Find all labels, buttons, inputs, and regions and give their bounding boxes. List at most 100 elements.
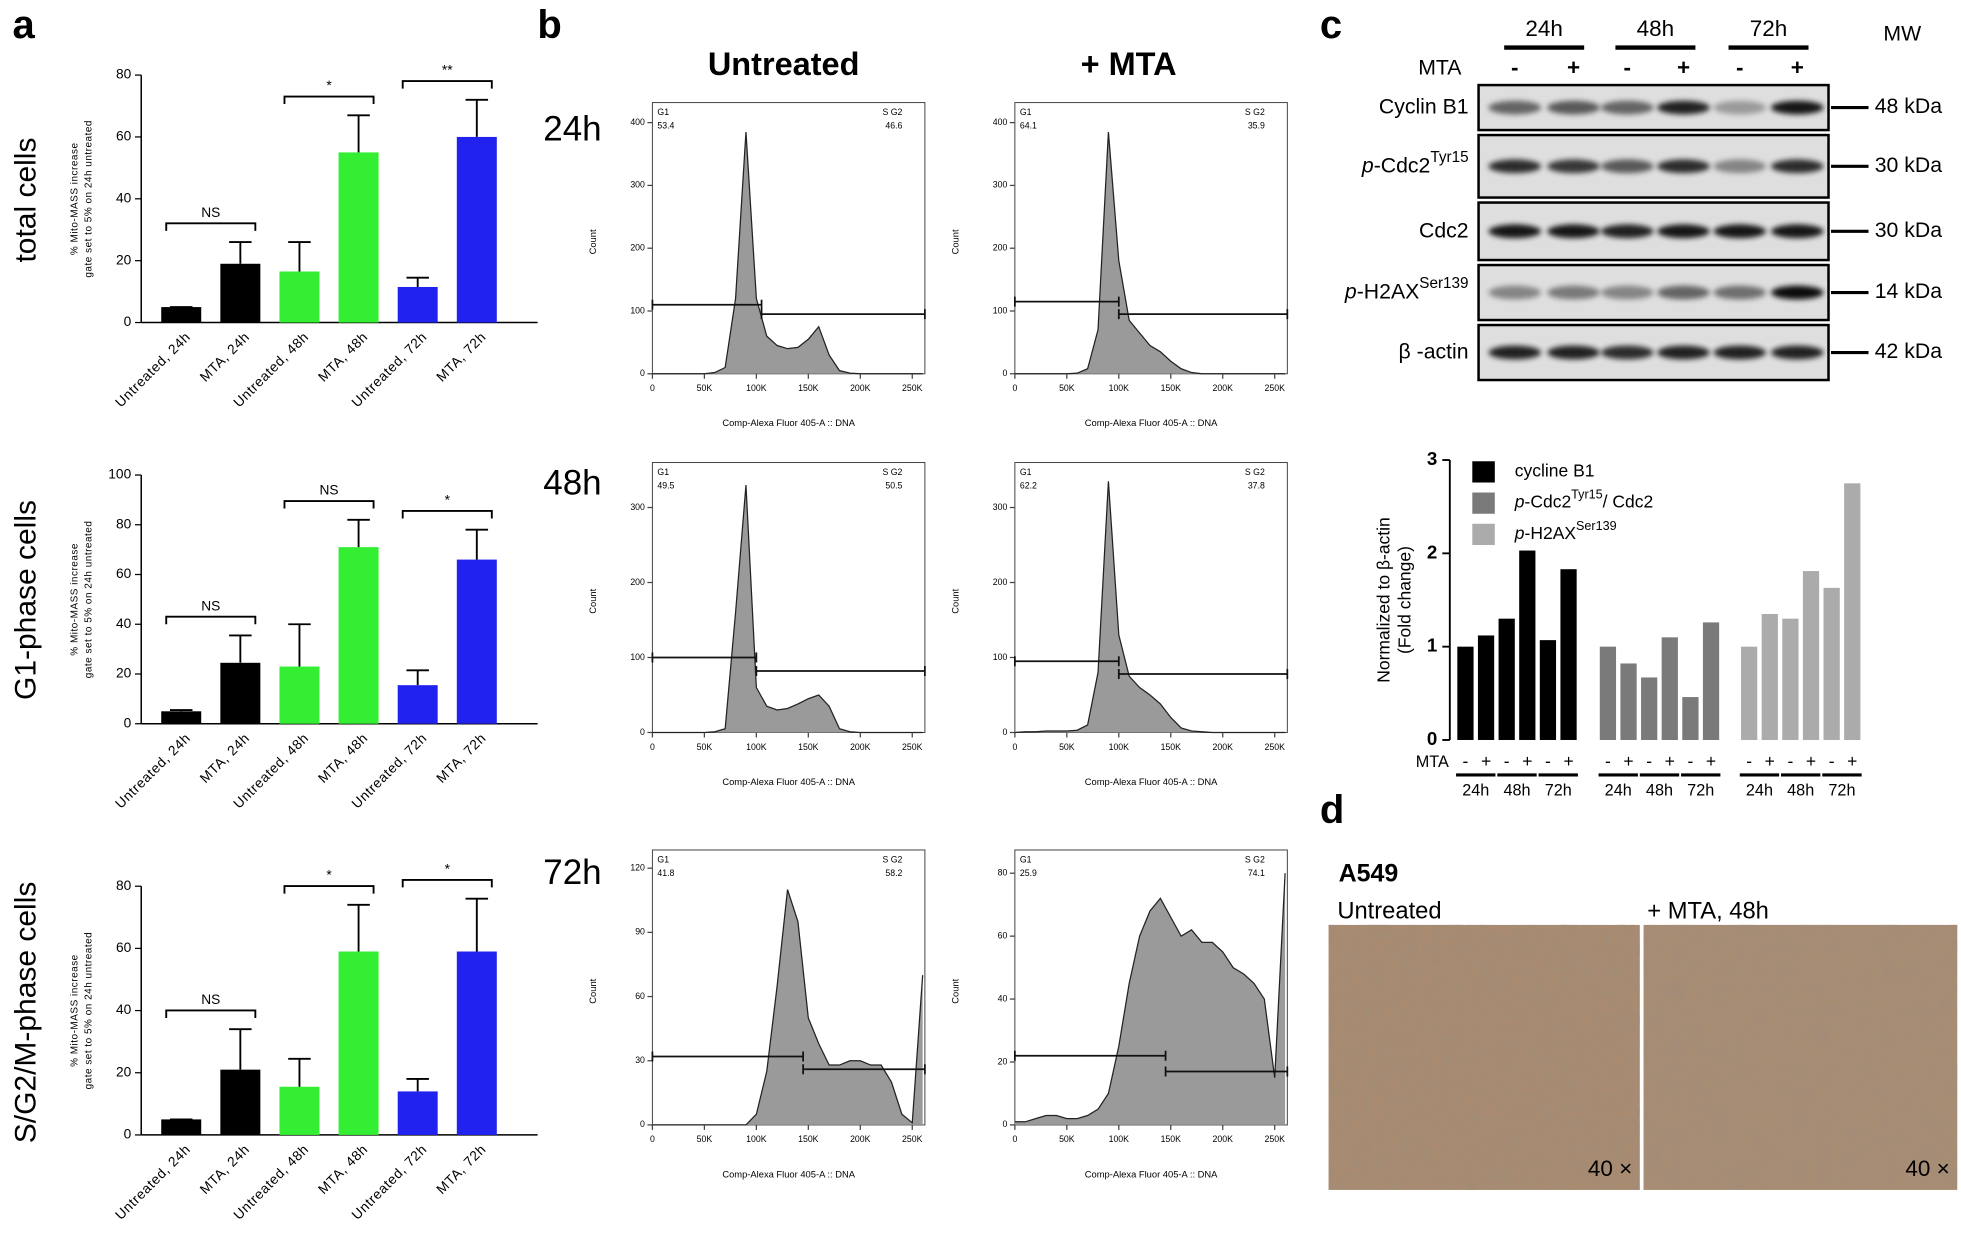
error-bar: [288, 241, 311, 272]
y-tick-label: 400: [630, 117, 645, 127]
gate: [1013, 296, 1120, 307]
y-tick-label: 300: [993, 502, 1008, 512]
y-tick-label: 300: [993, 180, 1008, 190]
label-part: Ser139: [1419, 275, 1468, 292]
gate-name: G1: [1020, 467, 1032, 477]
bar: [1599, 646, 1617, 740]
panel-label: b: [537, 3, 561, 47]
row-label: 48h: [543, 463, 601, 502]
bar: [456, 136, 497, 323]
bar: [397, 685, 438, 724]
rich-label: β -actin: [1399, 339, 1469, 363]
label-part: p: [1344, 279, 1357, 303]
label-part: Tyr15: [1571, 488, 1602, 502]
bar: [1844, 483, 1861, 740]
bar: [220, 662, 261, 724]
x-tick-label: 250K: [902, 1134, 923, 1144]
y-tick-label: 2: [1427, 541, 1437, 562]
area-fill: [652, 132, 923, 374]
bar: [1539, 640, 1557, 740]
gate-percent: 49.5: [657, 481, 674, 491]
error-bar: [347, 518, 370, 548]
x-tick-label: 150K: [798, 1134, 819, 1144]
significance-bracket: [283, 95, 375, 105]
label-part: -Cdc2: [1374, 153, 1431, 177]
y-tick-label: 300: [630, 180, 645, 190]
y-tick-label: 100: [108, 467, 131, 482]
x-tick-label: +: [1847, 751, 1857, 771]
error-bar: [465, 98, 489, 137]
y-tick-label: 200: [630, 243, 645, 253]
label-part: Ser139: [1576, 519, 1617, 533]
x-tick-label: Untreated, 24h: [112, 1142, 193, 1223]
y-axis-label: gate set to 5% on 24h untreated: [83, 521, 94, 679]
blot-band: [1657, 224, 1710, 239]
x-tick-label: 250K: [1265, 1134, 1286, 1144]
error-bar: [406, 276, 429, 287]
x-tick-label: MTA, 24h: [197, 730, 253, 786]
y-tick-label: 60: [116, 129, 132, 144]
x-tick-label: -: [1545, 751, 1551, 771]
blot-band: [1657, 159, 1710, 174]
x-tick-label: 200K: [850, 1134, 871, 1144]
blot-band: [1488, 285, 1542, 300]
error-bar: [229, 1028, 252, 1070]
x-tick-label: +: [1623, 751, 1633, 771]
y-tick-label: 300: [630, 502, 645, 512]
blot-band: [1601, 100, 1654, 115]
bar: [397, 286, 438, 323]
x-tick-label: 150K: [1161, 742, 1182, 752]
x-tick-label: 150K: [798, 383, 819, 393]
y-tick-label: 0: [1003, 368, 1008, 378]
x-tick-label: Untreated, 24h: [112, 730, 193, 811]
x-tick-label: 200K: [850, 742, 871, 752]
bar: [1823, 587, 1840, 740]
y-tick-label: 30: [635, 1055, 645, 1065]
bar: [1782, 618, 1799, 740]
blot-band: [1771, 345, 1824, 360]
y-tick-label: 20: [116, 1064, 132, 1079]
y-tick-label: 0: [640, 1119, 645, 1129]
y-tick-label: 0: [124, 1127, 132, 1142]
rich-label: Cyclin B1: [1379, 94, 1469, 118]
gate-name: G1: [657, 467, 669, 477]
x-tick-label: 100K: [746, 742, 767, 752]
y-tick-label: 60: [998, 930, 1008, 940]
significance-label: *: [326, 78, 332, 93]
x-tick-label: 150K: [1161, 1134, 1182, 1144]
bar: [456, 951, 497, 1135]
blot-band: [1488, 159, 1542, 174]
gate-percent: 62.2: [1020, 481, 1037, 491]
blot-band: [1547, 159, 1600, 174]
y-tick-label: 60: [116, 566, 132, 581]
gate-name: G1: [657, 107, 669, 117]
x-tick-label: MTA, 72h: [433, 329, 489, 385]
bar: [1661, 637, 1678, 740]
histogram-line: [652, 484, 923, 734]
y-tick-label: 40: [998, 993, 1008, 1003]
error-bar: [288, 1057, 311, 1087]
y-axis-label: % Mito-MASS increase: [70, 543, 81, 656]
significance-label: *: [326, 868, 332, 883]
x-tick-label: +: [1765, 751, 1775, 771]
label-part: -H2AX: [1357, 279, 1420, 303]
x-tick-label: 250K: [1265, 383, 1286, 393]
x-tick-label: 250K: [902, 383, 923, 393]
significance-label: *: [445, 493, 451, 508]
area-fill: [1014, 873, 1286, 1125]
gate: [760, 309, 926, 320]
treatment-label: MTA: [1418, 55, 1462, 79]
gate-percent: 25.9: [1020, 868, 1037, 878]
x-tick-label: +: [1706, 751, 1716, 771]
x-tick-label: -: [1646, 751, 1652, 771]
error-bar: [406, 669, 429, 686]
x-tick-label: +: [1522, 751, 1532, 771]
panel-label: c: [1320, 3, 1342, 47]
y-axis-label: Count: [588, 588, 598, 613]
significance-bracket: [401, 510, 493, 519]
micrograph-texture: [1643, 924, 1958, 1190]
gate-percent: 35.9: [1248, 121, 1265, 131]
x-tick-label: 0: [1012, 1134, 1017, 1144]
bar: [161, 307, 202, 323]
x-tick-label: 200K: [1213, 1134, 1234, 1144]
